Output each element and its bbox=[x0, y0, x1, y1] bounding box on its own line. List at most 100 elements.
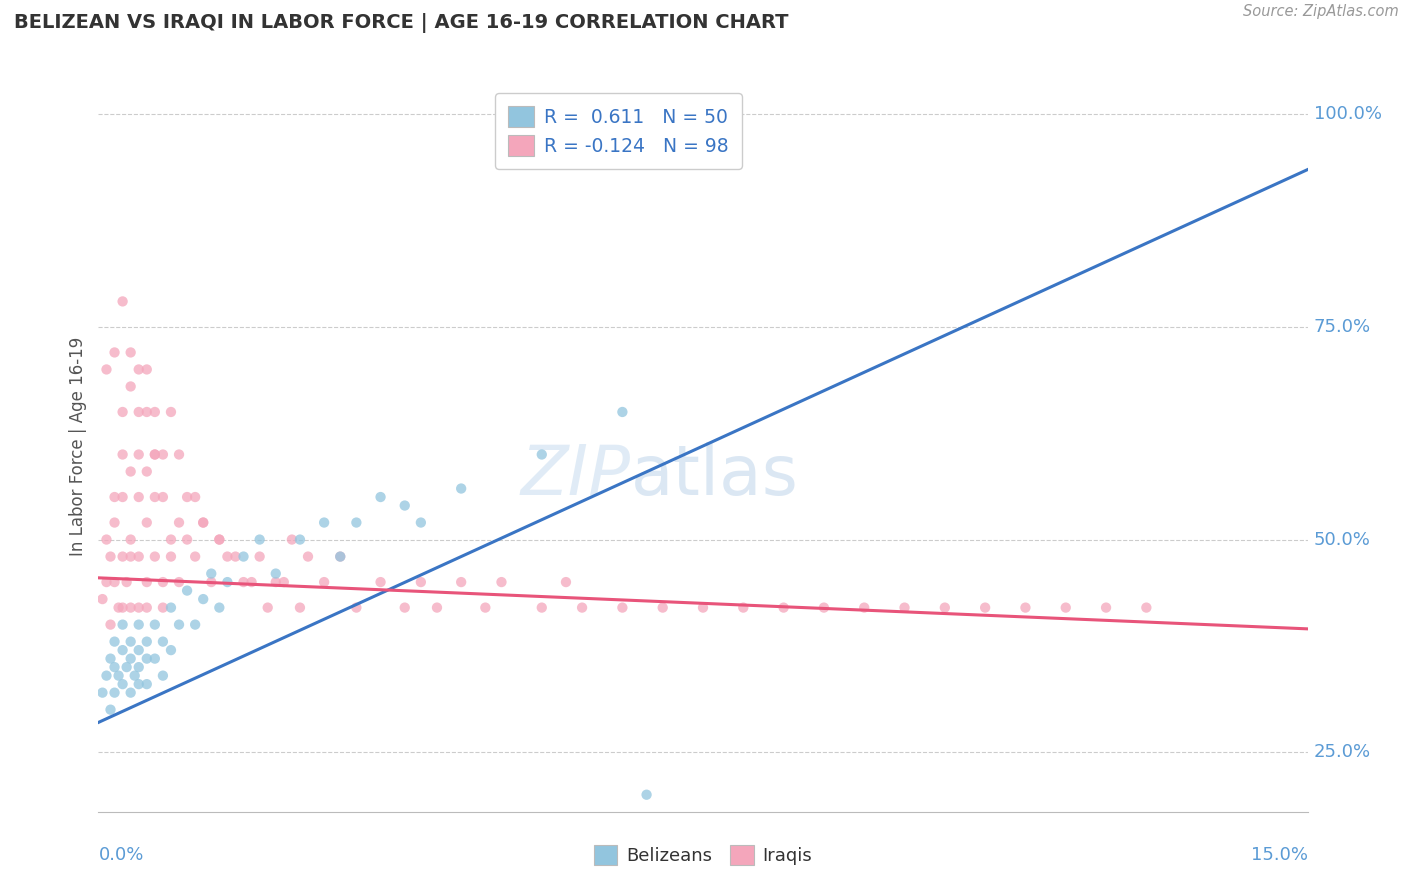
Point bbox=[530, 448, 553, 462]
Point bbox=[103, 686, 125, 700]
Point bbox=[450, 575, 472, 590]
Point bbox=[115, 660, 138, 674]
Point bbox=[893, 600, 915, 615]
Point bbox=[143, 549, 166, 564]
Point bbox=[152, 490, 174, 504]
Point bbox=[143, 448, 166, 462]
Point bbox=[264, 566, 287, 581]
Point bbox=[314, 575, 336, 590]
Point bbox=[200, 566, 222, 581]
Point bbox=[264, 575, 287, 590]
Point bbox=[135, 600, 157, 615]
Point bbox=[160, 405, 183, 419]
Point bbox=[128, 643, 150, 657]
Point bbox=[273, 575, 295, 590]
Point bbox=[107, 600, 129, 615]
Point bbox=[450, 482, 472, 496]
Point bbox=[100, 703, 122, 717]
Point bbox=[409, 575, 432, 590]
Point bbox=[135, 516, 157, 530]
Text: atlas: atlas bbox=[630, 442, 799, 508]
Point bbox=[160, 533, 183, 547]
Legend: Belizeans, Iraqis: Belizeans, Iraqis bbox=[586, 838, 820, 872]
Text: 100.0%: 100.0% bbox=[1313, 105, 1382, 123]
Point bbox=[111, 600, 134, 615]
Point bbox=[135, 405, 157, 419]
Point bbox=[370, 575, 392, 590]
Point bbox=[176, 490, 198, 504]
Point bbox=[193, 516, 215, 530]
Point bbox=[692, 600, 714, 615]
Text: 50.0%: 50.0% bbox=[1313, 531, 1371, 549]
Point bbox=[128, 549, 150, 564]
Point bbox=[733, 600, 755, 615]
Point bbox=[571, 600, 593, 615]
Point bbox=[813, 600, 835, 615]
Point bbox=[135, 575, 157, 590]
Point bbox=[208, 533, 231, 547]
Point bbox=[288, 533, 311, 547]
Point bbox=[1135, 600, 1157, 615]
Point bbox=[152, 575, 174, 590]
Point bbox=[344, 516, 367, 530]
Text: BELIZEAN VS IRAQI IN LABOR FORCE | AGE 16-19 CORRELATION CHART: BELIZEAN VS IRAQI IN LABOR FORCE | AGE 1… bbox=[14, 13, 789, 33]
Point bbox=[103, 345, 125, 359]
Point bbox=[128, 448, 150, 462]
Point bbox=[224, 549, 246, 564]
Point bbox=[135, 634, 157, 648]
Point bbox=[651, 600, 673, 615]
Point bbox=[329, 549, 352, 564]
Point bbox=[256, 600, 278, 615]
Point bbox=[135, 362, 157, 376]
Point bbox=[96, 533, 118, 547]
Point bbox=[208, 533, 231, 547]
Point bbox=[409, 516, 432, 530]
Point bbox=[100, 617, 122, 632]
Point bbox=[120, 549, 142, 564]
Point bbox=[111, 677, 134, 691]
Point bbox=[128, 490, 150, 504]
Point bbox=[120, 686, 142, 700]
Text: 25.0%: 25.0% bbox=[1313, 743, 1371, 761]
Point bbox=[111, 405, 134, 419]
Point bbox=[103, 660, 125, 674]
Point bbox=[135, 465, 157, 479]
Point bbox=[143, 405, 166, 419]
Point bbox=[96, 575, 118, 590]
Point bbox=[152, 600, 174, 615]
Point bbox=[232, 575, 254, 590]
Point bbox=[474, 600, 496, 615]
Point bbox=[208, 600, 231, 615]
Point bbox=[124, 668, 146, 682]
Point bbox=[152, 634, 174, 648]
Point bbox=[249, 549, 271, 564]
Point bbox=[200, 575, 222, 590]
Point bbox=[193, 592, 215, 607]
Point bbox=[394, 600, 416, 615]
Point bbox=[120, 634, 142, 648]
Point bbox=[128, 660, 150, 674]
Point bbox=[143, 448, 166, 462]
Point bbox=[240, 575, 263, 590]
Point bbox=[120, 533, 142, 547]
Point bbox=[314, 516, 336, 530]
Point bbox=[184, 490, 207, 504]
Point bbox=[152, 668, 174, 682]
Point bbox=[160, 549, 183, 564]
Point bbox=[143, 617, 166, 632]
Point bbox=[135, 677, 157, 691]
Y-axis label: In Labor Force | Age 16-19: In Labor Force | Age 16-19 bbox=[69, 336, 87, 556]
Point bbox=[111, 617, 134, 632]
Point bbox=[176, 533, 198, 547]
Point bbox=[152, 448, 174, 462]
Point bbox=[143, 651, 166, 665]
Point bbox=[120, 465, 142, 479]
Point bbox=[160, 643, 183, 657]
Point bbox=[636, 788, 658, 802]
Point bbox=[974, 600, 997, 615]
Text: 75.0%: 75.0% bbox=[1313, 318, 1371, 336]
Point bbox=[249, 533, 271, 547]
Point bbox=[103, 575, 125, 590]
Point bbox=[167, 516, 190, 530]
Point bbox=[103, 490, 125, 504]
